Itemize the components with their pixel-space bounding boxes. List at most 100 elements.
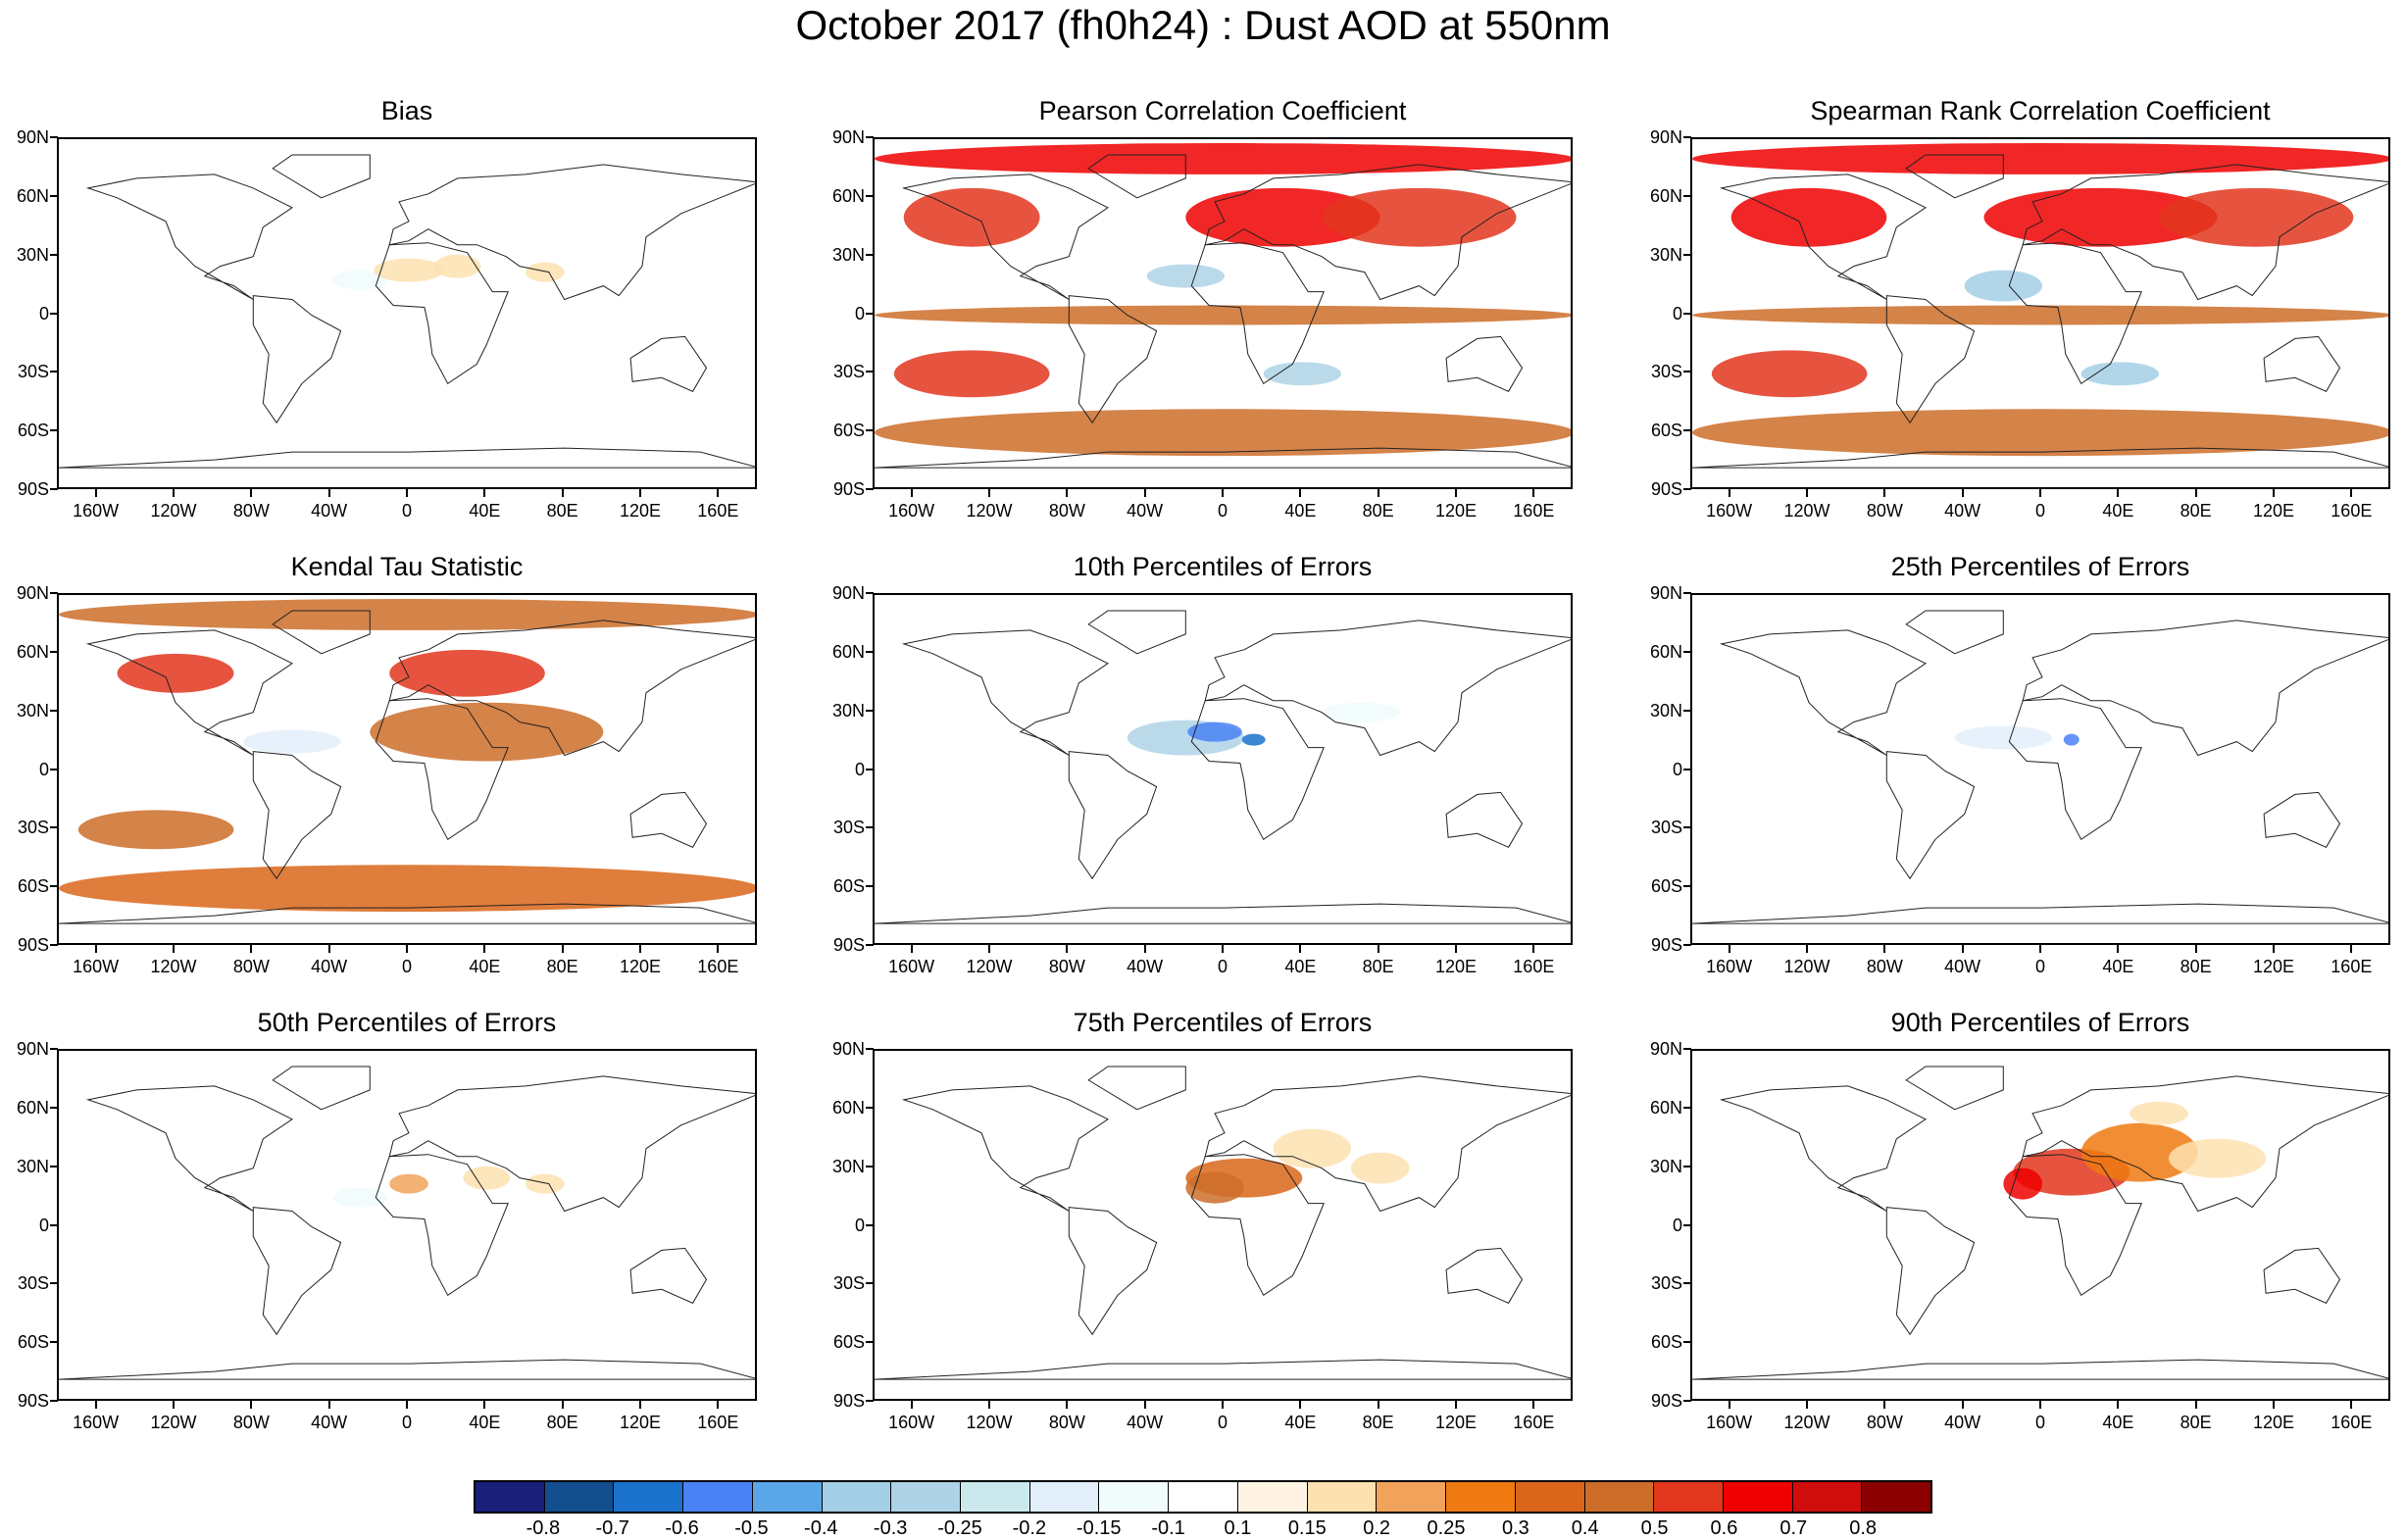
lon-tick [1532, 1401, 1535, 1409]
panel-title: Kendal Tau Statistic [290, 552, 524, 581]
lat-tick-label: 30S [1650, 362, 1682, 382]
lat-tick [866, 253, 874, 256]
lat-tick-label: 90S [17, 1391, 49, 1411]
lat-tick [50, 1282, 58, 1285]
lat-tick-label: 0 [38, 759, 49, 779]
lon-tick-label: 120E [619, 1413, 662, 1432]
lon-tick-label: 0 [2034, 1413, 2045, 1432]
lat-tick-label: 30N [1649, 700, 1682, 720]
map-panel [57, 137, 757, 489]
coastline [59, 447, 755, 469]
lon-tick [910, 489, 913, 497]
lon-tick-label: 80E [546, 1413, 578, 1432]
main-title: October 2017 (fh0h24) : Dust AOD at 550n… [795, 2, 1611, 48]
lat-tick-label: 90S [17, 479, 49, 499]
coastline [252, 751, 342, 880]
coastline [272, 154, 371, 199]
coastline [252, 295, 342, 424]
coastline [1445, 791, 1524, 848]
lon-tick-label: 40W [1944, 1413, 1981, 1432]
lon-tick [1299, 489, 1302, 497]
panel-title: 10th Percentiles of Errors [1073, 552, 1373, 581]
lon-tick [483, 1401, 486, 1409]
lat-tick-label: 90N [16, 1039, 49, 1059]
lon-tick [1143, 945, 1146, 953]
lon-tick-label: 120W [966, 501, 1013, 521]
lon-tick [1455, 1401, 1457, 1409]
lat-tick [50, 944, 58, 946]
lat-tick-label: 60N [16, 1097, 49, 1118]
lon-tick-label: 80W [1048, 1413, 1085, 1432]
lon-tick-label: 160W [1706, 957, 1753, 976]
lon-tick [94, 945, 97, 953]
map-panel [1690, 593, 2390, 945]
lon-tick-label: 40E [469, 501, 501, 521]
lon-tick-label: 160W [888, 957, 935, 976]
coastline [1692, 447, 2388, 469]
lat-tick-label: 60S [1650, 1332, 1682, 1353]
coastline [59, 1359, 755, 1380]
lat-tick-label: 90S [832, 1391, 865, 1411]
lon-tick [2273, 1401, 2275, 1409]
data-field [2003, 1167, 2042, 1200]
lon-tick [717, 945, 720, 953]
lon-tick-label: 120W [1783, 957, 1830, 976]
lat-tick-label: 30N [1649, 244, 1682, 265]
coastline [1905, 610, 2004, 655]
lon-tick [173, 489, 175, 497]
lon-tick-label: 160E [697, 501, 739, 521]
map-svg [1692, 610, 2388, 924]
lat-tick [50, 1223, 58, 1226]
lon-tick [2194, 945, 2197, 953]
lat-tick-label: 60N [16, 185, 49, 206]
map-svg [875, 610, 1571, 924]
data-field [1322, 702, 1400, 722]
coastline [1087, 610, 1186, 655]
colorbar-swatch [1654, 1482, 1724, 1512]
lon-tick [1806, 945, 1808, 953]
data-field [1263, 362, 1341, 386]
lat-tick [1683, 312, 1691, 315]
lat-tick [50, 1048, 58, 1050]
lon-tick [639, 489, 641, 497]
lat-tick-label: 90S [1650, 1391, 1682, 1411]
colorbar-swatch [961, 1482, 1030, 1512]
lon-tick [1728, 945, 1730, 953]
lon-tick [639, 1401, 641, 1409]
lat-tick-label: 0 [1672, 303, 1682, 323]
lat-tick [866, 592, 874, 594]
coastline [272, 610, 371, 655]
lat-tick [866, 1048, 874, 1050]
lon-tick-label: 80E [1362, 501, 1394, 521]
lon-tick-label: 160E [1513, 957, 1555, 976]
lon-tick-label: 160E [2331, 1413, 2373, 1432]
colorbar-label: 0.6 [1710, 1517, 1738, 1539]
lon-tick [250, 489, 253, 497]
lat-tick-label: 0 [38, 1215, 49, 1235]
lat-tick [1683, 371, 1691, 373]
lon-tick [1961, 489, 1964, 497]
data-field [1273, 1128, 1351, 1168]
coastline [85, 629, 293, 756]
lat-tick [1683, 1165, 1691, 1167]
colorbar-label: 0.5 [1640, 1517, 1669, 1539]
data-field [2130, 1101, 2188, 1125]
colorbar-swatch [1862, 1482, 1931, 1512]
coastline [1719, 629, 1927, 756]
colorbar-swatch [476, 1482, 545, 1512]
map-panel [57, 1049, 757, 1401]
coastline [901, 629, 1109, 756]
lat-tick [1683, 1400, 1691, 1402]
lon-tick [406, 945, 408, 953]
coastline [375, 1154, 509, 1297]
lon-tick [1961, 1401, 1964, 1409]
lat-tick [866, 488, 874, 490]
colorbar-label: 0.1 [1224, 1517, 1252, 1539]
lon-tick-label: 40E [1284, 1413, 1317, 1432]
coastline [1905, 1066, 2004, 1111]
data-field [1983, 187, 2218, 247]
lon-tick [327, 489, 330, 497]
lat-tick [866, 768, 874, 770]
coastline [901, 174, 1109, 300]
lon-tick-label: 40E [2102, 1413, 2134, 1432]
